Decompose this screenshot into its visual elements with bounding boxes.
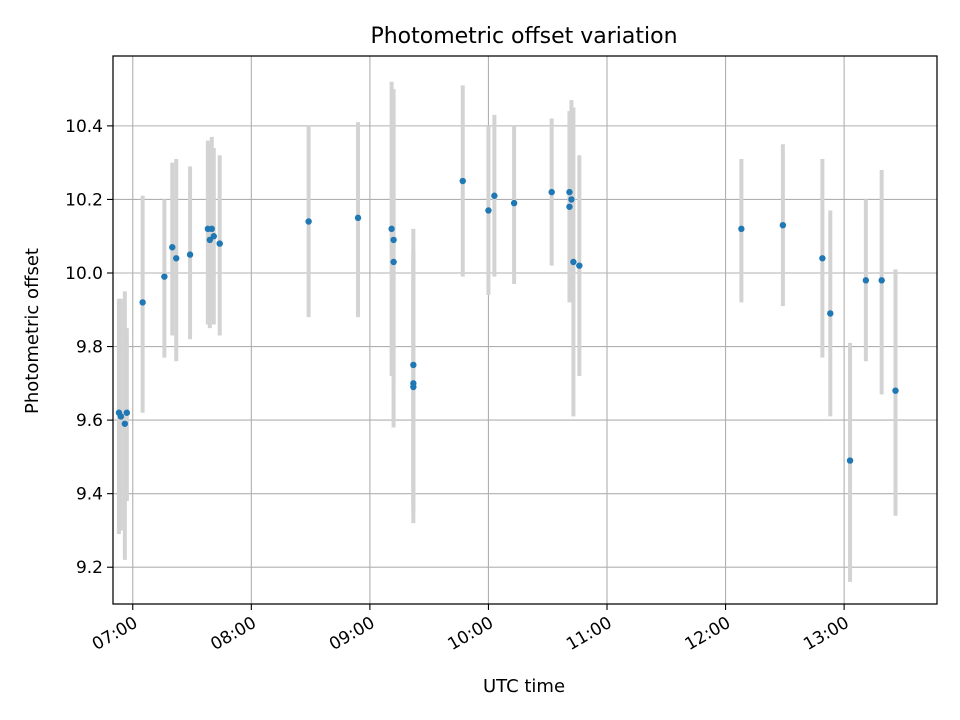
data-point xyxy=(738,225,745,233)
y-tick-label: 9.4 xyxy=(76,485,103,505)
data-point xyxy=(892,387,899,394)
data-point xyxy=(210,233,217,240)
y-tick-label: 9.2 xyxy=(76,558,103,578)
data-point xyxy=(779,221,787,229)
data-point xyxy=(354,214,362,222)
y-tick-label: 10.4 xyxy=(65,117,103,137)
data-point xyxy=(576,262,583,269)
data-points xyxy=(115,177,899,464)
chart-title: Photometric offset variation xyxy=(370,24,677,49)
y-tick-label: 9.8 xyxy=(76,338,103,358)
data-point xyxy=(121,420,129,427)
y-tick-label: 10.0 xyxy=(65,264,103,284)
data-point xyxy=(491,192,498,199)
x-tick-label: 12:00 xyxy=(682,613,734,655)
x-tick-label: 13:00 xyxy=(800,613,852,655)
data-point xyxy=(388,225,395,233)
y-tick-label: 10.2 xyxy=(65,190,103,210)
data-point xyxy=(410,361,417,369)
plot-area-frame xyxy=(112,55,938,605)
x-tick-label: 09:00 xyxy=(326,613,378,655)
data-point xyxy=(568,196,575,203)
x-axis-label: UTC time xyxy=(483,676,565,697)
data-point xyxy=(169,244,176,251)
data-point xyxy=(305,218,312,225)
data-point xyxy=(390,258,397,266)
data-point xyxy=(510,199,518,207)
data-point xyxy=(459,177,466,185)
x-tick-label: 10:00 xyxy=(445,613,497,655)
data-point xyxy=(485,207,492,214)
data-point xyxy=(878,277,885,284)
data-point xyxy=(846,457,854,464)
error-bars xyxy=(116,81,898,582)
data-point xyxy=(123,409,131,416)
data-point xyxy=(117,413,125,420)
data-point xyxy=(410,383,417,391)
data-point xyxy=(161,273,168,280)
y-axis-label: Photometric offset xyxy=(22,248,43,414)
data-point xyxy=(819,255,826,262)
x-tick-label: 07:00 xyxy=(89,613,141,655)
axis-ticks: 07:00 08:00 09:00 10:00 11:00 12:00 13:00 9.2 9.… xyxy=(65,117,852,655)
data-point xyxy=(548,188,555,196)
data-point xyxy=(186,251,194,258)
data-point xyxy=(862,277,870,284)
data-point xyxy=(827,310,834,317)
data-point xyxy=(570,258,577,266)
data-point xyxy=(566,203,573,210)
data-point xyxy=(139,299,146,306)
x-tick-label: 11:00 xyxy=(563,613,615,655)
data-point xyxy=(208,225,216,233)
data-point xyxy=(216,240,223,247)
data-point xyxy=(390,236,397,244)
data-point xyxy=(566,188,573,196)
grid-lines xyxy=(113,56,937,604)
x-tick-label: 08:00 xyxy=(207,613,259,655)
data-point xyxy=(173,255,180,262)
y-tick-label: 9.6 xyxy=(76,411,103,431)
